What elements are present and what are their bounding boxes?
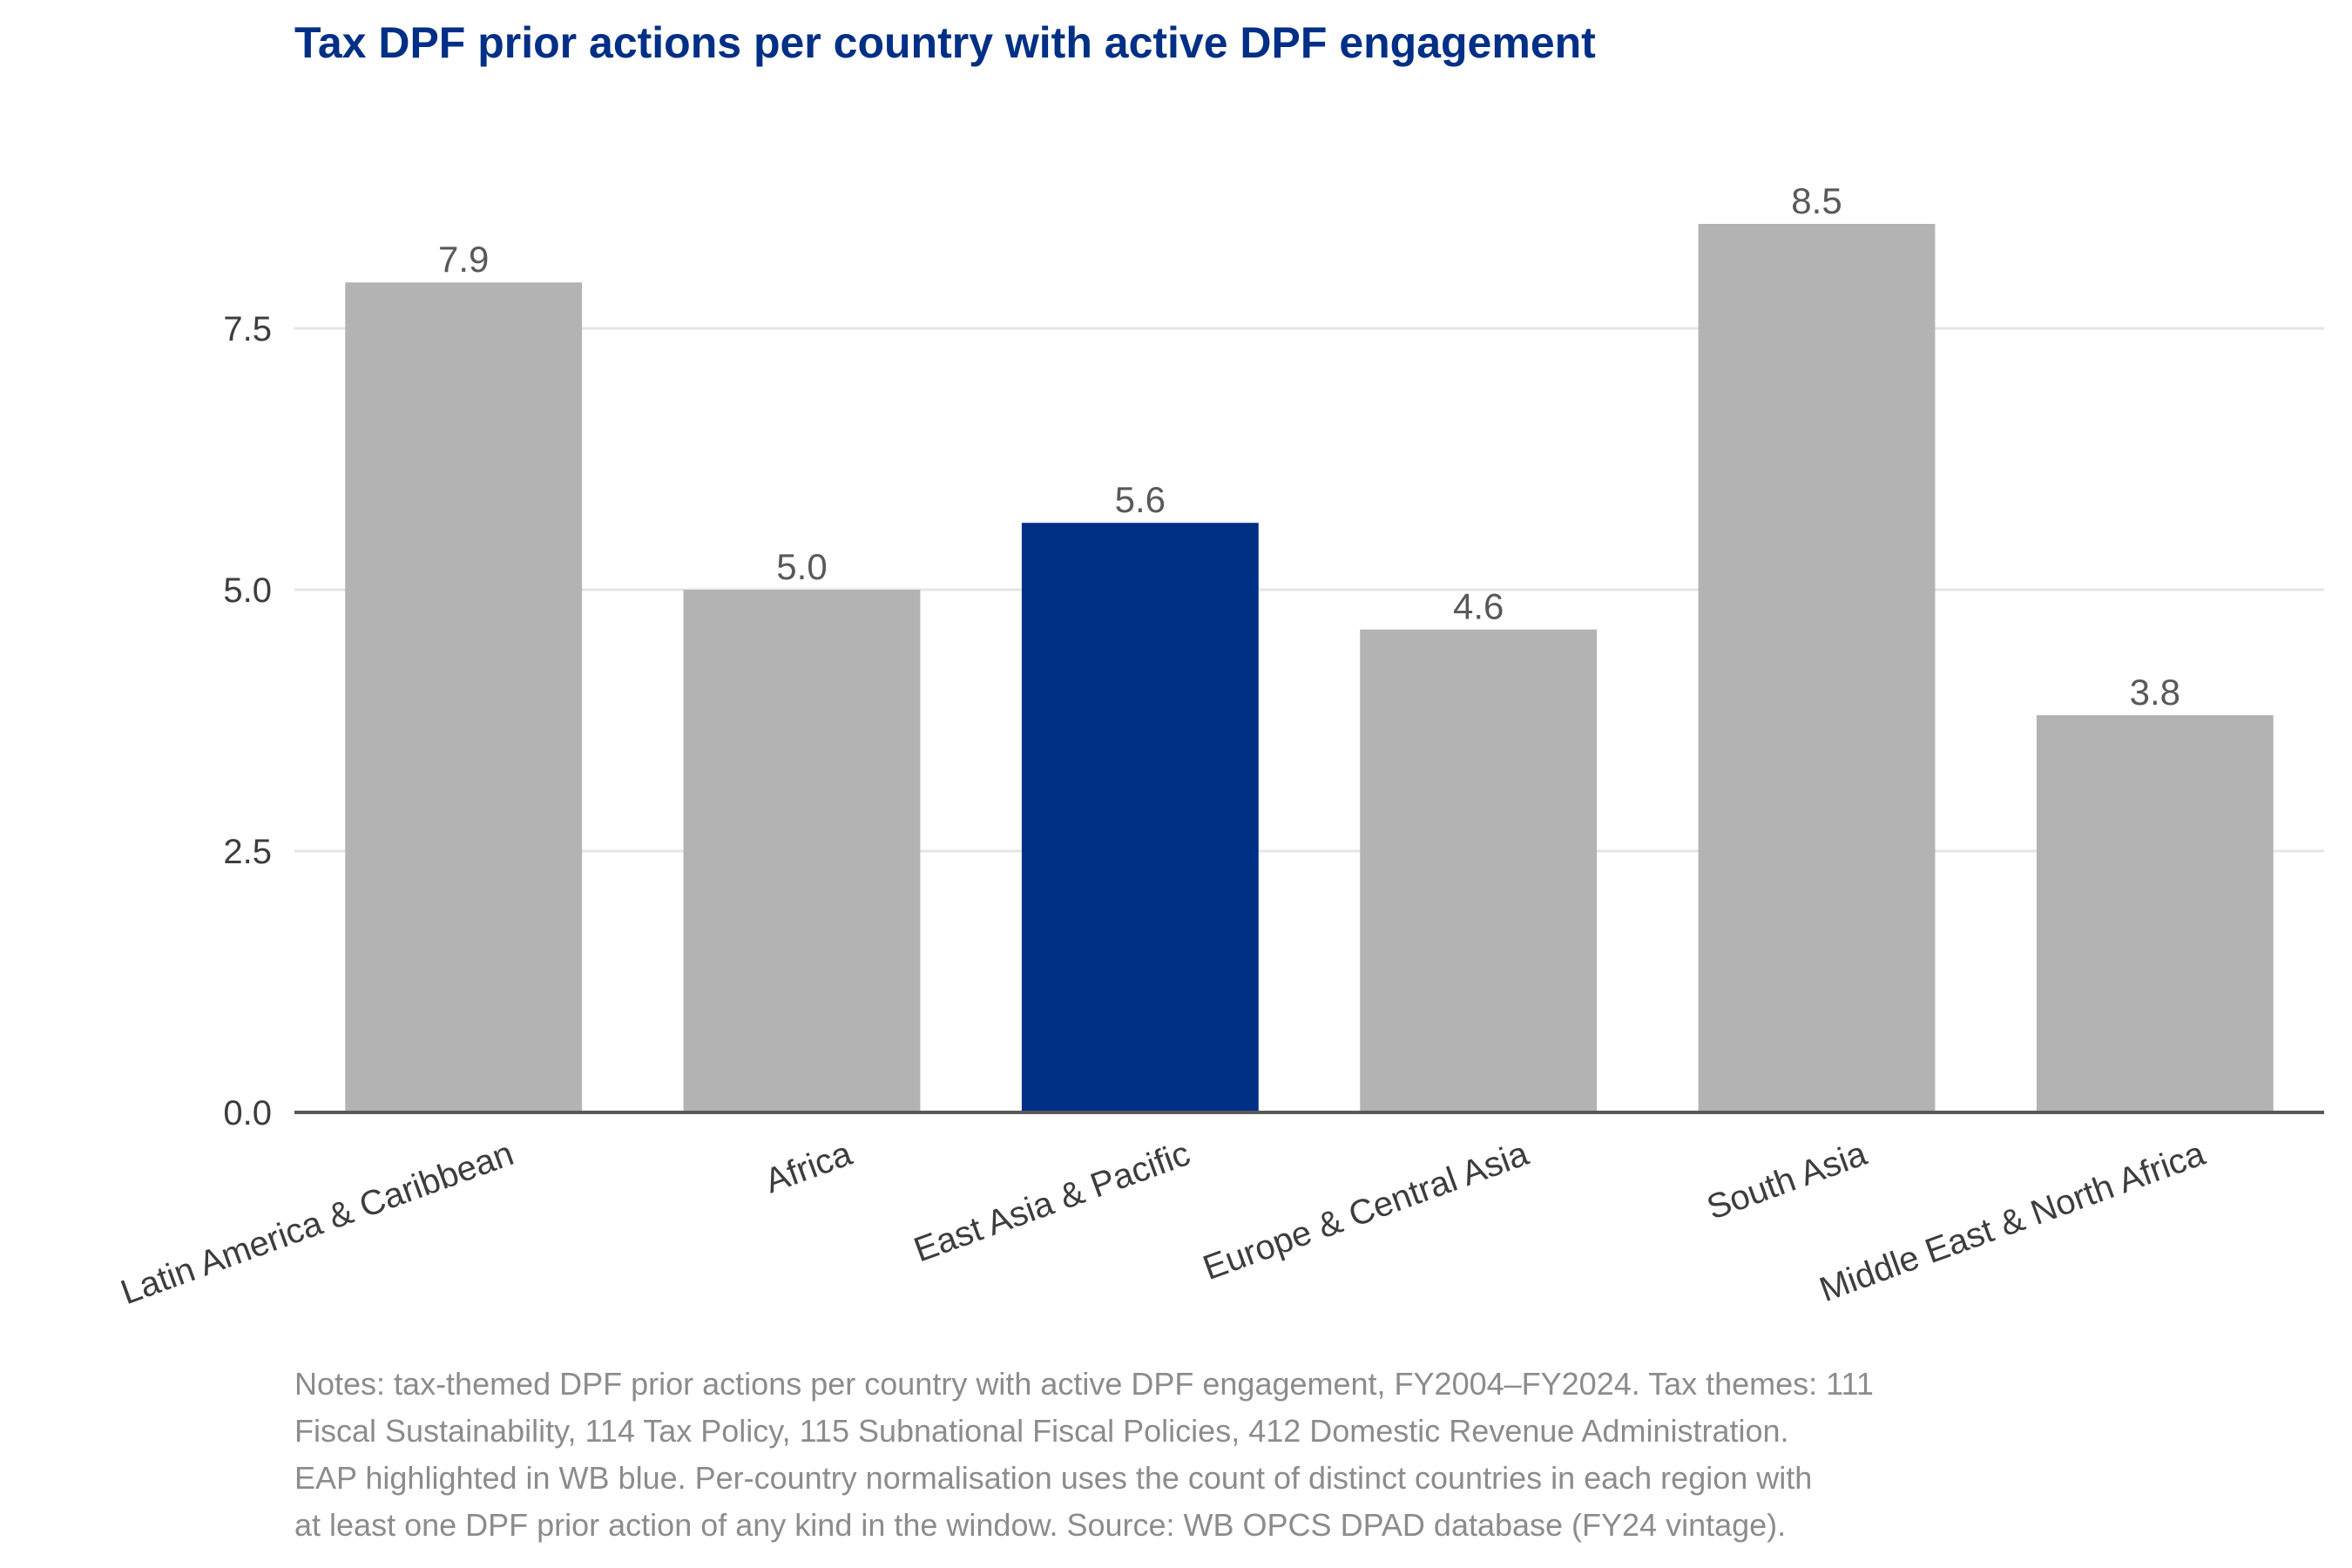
y-tick-label: 5.0	[223, 571, 272, 610]
y-tick-label: 0.0	[223, 1094, 272, 1132]
chart-notes: Notes: tax-themed DPF prior actions per …	[294, 1361, 2037, 1549]
bar	[683, 590, 921, 1112]
x-tick-label: East Asia & Pacific	[909, 1134, 1194, 1269]
bars	[345, 224, 2274, 1112]
notes-line: Fiscal Sustainability, 114 Tax Policy, 1…	[294, 1413, 1789, 1449]
chart-title: Tax DPF prior actions per country with a…	[294, 18, 1596, 67]
data-label: 8.5	[1791, 180, 1842, 221]
gridlines	[294, 327, 2324, 853]
data-label: 5.0	[776, 546, 827, 587]
notes-line: at least one DPF prior action of any kin…	[294, 1507, 1787, 1543]
x-tick-label: Latin America & Caribbean	[116, 1134, 518, 1312]
x-tick-label: Middle East & North Africa	[1815, 1134, 2210, 1309]
data-label: 7.9	[438, 239, 489, 280]
bar	[1360, 629, 1598, 1112]
x-tick-label: Africa	[760, 1134, 857, 1201]
bar	[1698, 224, 1936, 1112]
data-label: 5.6	[1115, 479, 1166, 520]
bar	[345, 282, 583, 1112]
data-label: 3.8	[2130, 672, 2180, 713]
x-tick-label: South Asia	[1702, 1134, 1872, 1227]
bar	[2036, 715, 2274, 1112]
data-label: 4.6	[1453, 586, 1504, 627]
y-tick-label: 7.5	[223, 310, 272, 348]
notes-line: EAP highlighted in WB blue. Per-country …	[294, 1460, 1813, 1496]
notes-line: Notes: tax-themed DPF prior actions per …	[294, 1366, 1874, 1402]
bar	[1021, 523, 1259, 1112]
x-tick-label: Europe & Central Asia	[1198, 1134, 1534, 1288]
y-tick-label: 2.5	[223, 833, 272, 871]
